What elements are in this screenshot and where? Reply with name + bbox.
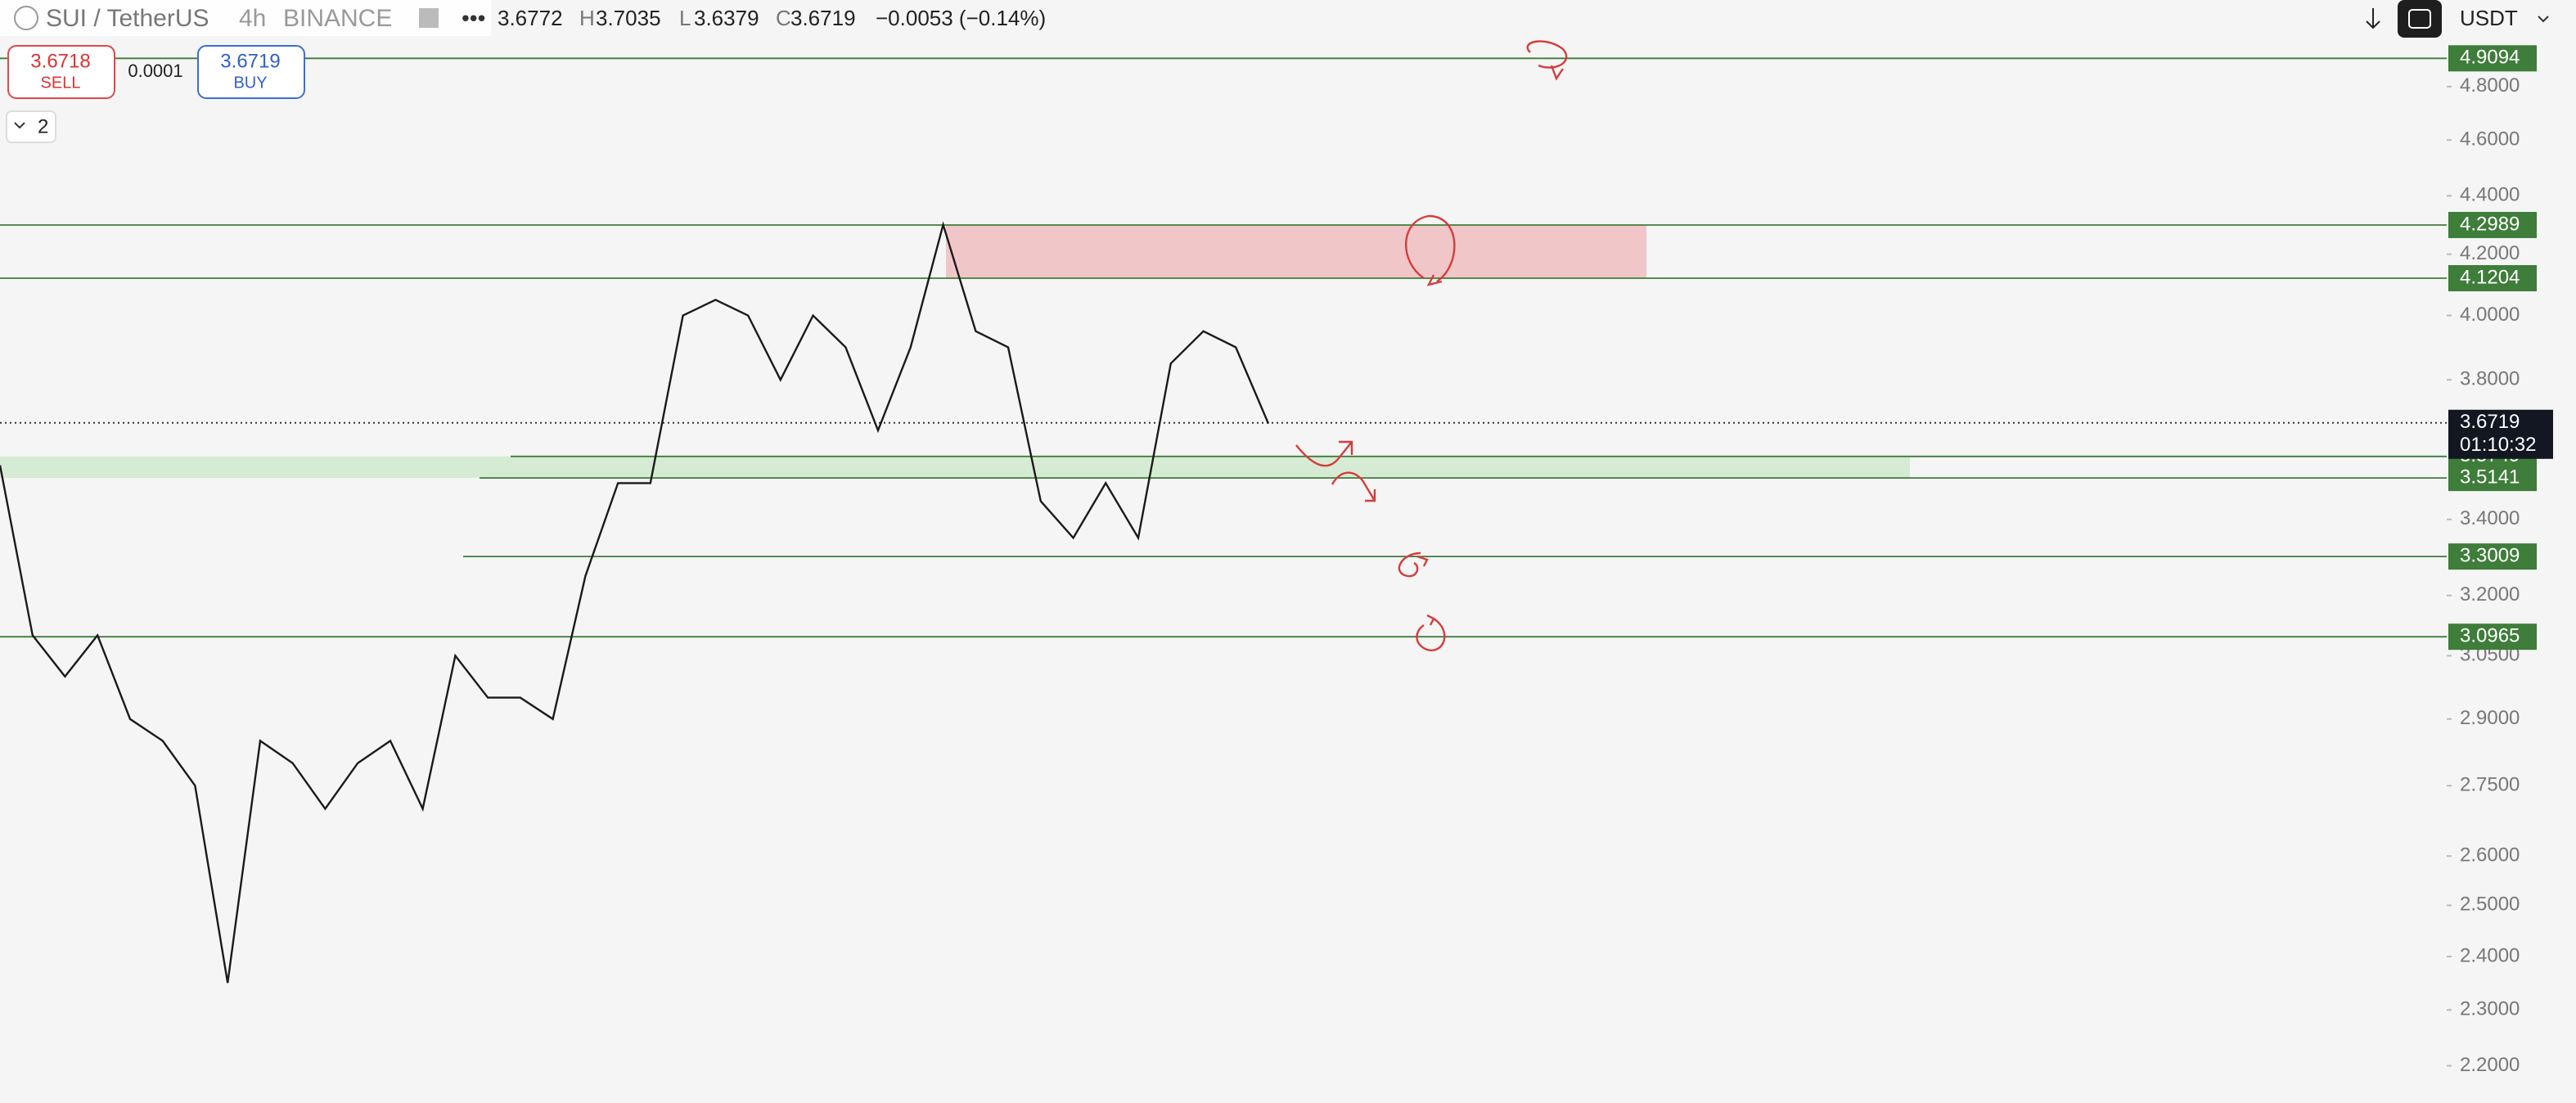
header-bg [0,0,491,36]
price-line [0,221,1270,984]
buy-label[interactable]: BUY [233,74,267,92]
y-tick-label: 3.8000 [2460,368,2520,390]
exchange: BINANCE [283,5,392,32]
y-tick-label: 2.3000 [2460,998,2520,1020]
chevron-icon [14,122,25,129]
level-label-bg [2448,624,2537,651]
annotation-arrow [1398,552,1429,578]
y-tick-label: 2.7500 [2460,774,2520,796]
level-label: 3.3009 [2460,544,2520,566]
sell-button[interactable] [7,45,115,99]
flag-icon[interactable] [419,8,439,28]
ohlc-high: 3.7035 [596,6,661,30]
level-label: 4.2989 [2460,213,2520,235]
y-tick-label: 2.9000 [2460,707,2520,729]
ohlc-change: −0.0053 (−0.14%) [876,6,1046,30]
level-label: 4.9094 [2460,47,2520,69]
level-label: 3.0965 [2460,625,2520,647]
support-zone [0,456,1910,479]
sell-price[interactable]: 3.6718 [30,50,90,72]
y-tick-label: 4.0000 [2460,304,2520,326]
currency-chevron [2538,16,2549,23]
y-tick-label: 3.2000 [2460,583,2520,606]
countdown: 01:10:32 [2460,434,2536,456]
last-price-bg [2448,409,2553,459]
level-label-bg [2448,543,2537,570]
level-label-bg [2448,211,2537,238]
ohlc-close: 3.6719 [790,6,856,30]
header: SUI / TetherUS 4h BINANCE ••• 3.6772 H 3… [0,0,2549,143]
interval[interactable]: 4h [239,5,266,32]
screenshot-button[interactable] [2398,0,2442,38]
plot: 4.8000 4.6000 4.4000 4.2000 4.0000 3.8000 3.40… [0,45,2553,1076]
y-tick-label: 4.2000 [2460,242,2520,264]
y-tick-label: 4.6000 [2460,128,2520,150]
ohlc-low-label: L [679,6,691,30]
level-label: 4.1204 [2460,266,2520,288]
y-tick-label: 2.2000 [2460,1054,2520,1076]
y-tick-label: 3.4000 [2460,507,2520,529]
level-label-bg [2448,45,2537,72]
annotation-arrow [1331,471,1376,502]
ohlc-high-label: H [579,6,595,30]
level-label-bg [2448,465,2537,492]
y-tick-label: 4.4000 [2460,184,2520,206]
spread: 0.0001 [128,61,182,81]
y-tick-label: 2.4000 [2460,944,2520,966]
annotation-arrow [1405,214,1456,286]
level-label-bg [2448,265,2537,292]
screenshot-icon [2408,9,2431,29]
sell-label[interactable]: SELL [41,74,81,92]
resistance-zone [946,224,1646,279]
symbol[interactable]: SUI / TetherUS [46,5,209,32]
last-price-label: 3.6719 [2460,411,2520,433]
scroll-down-icon[interactable] [2366,8,2380,29]
indicators-count[interactable]: 2 [38,115,48,137]
y-tick-label: 2.5000 [2460,894,2520,916]
ohlc-close-label: C [776,6,791,30]
level-label: 3.5141 [2460,466,2520,488]
y-tick-label: 2.6000 [2460,844,2520,867]
annotation-arrow [1295,440,1353,467]
more-icon[interactable]: ••• [462,5,485,30]
indicators-toggle[interactable] [6,110,56,143]
buy-price[interactable]: 3.6719 [220,50,280,72]
annotation-arrow [1416,614,1446,651]
ohlc-open: 3.6772 [498,6,563,30]
buy-button[interactable] [197,45,305,99]
annotations [1295,40,1568,651]
currency[interactable]: USDT [2460,6,2518,30]
symbol-icon [14,6,38,30]
annotation-arrow [1526,40,1568,81]
y-tick-label: 4.8000 [2460,74,2520,97]
ohlc-low: 3.6379 [694,6,759,30]
